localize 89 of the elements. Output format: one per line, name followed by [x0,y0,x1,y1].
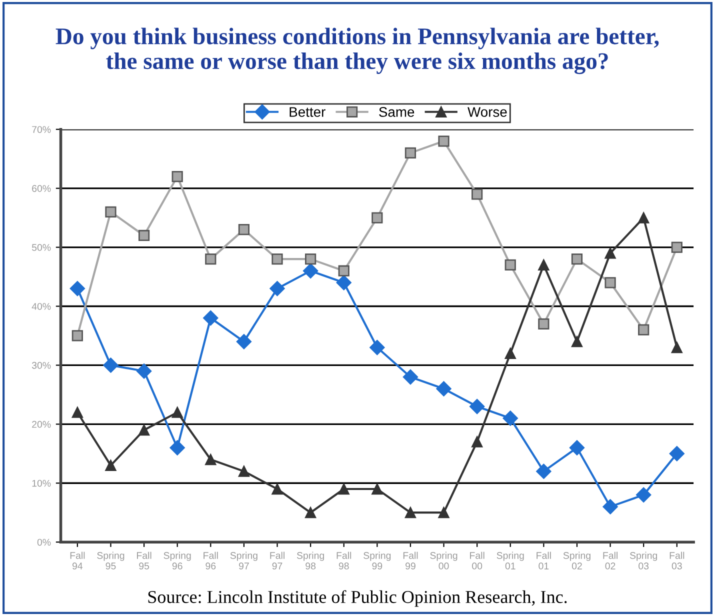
point [170,440,185,456]
y-tick-label: 40% [32,302,51,310]
point [472,188,483,200]
point [671,242,682,253]
x-tick-label: Spring 95 [97,552,124,570]
point [205,454,216,466]
point [536,464,552,479]
point [305,507,316,518]
point [172,170,183,182]
x-tick-label: Spring 98 [296,552,324,570]
y-tick-label: 20% [32,420,51,428]
x-tick-label: Spring 01 [496,552,524,570]
x-tick-label: Fall 95 [137,552,152,570]
point [571,254,583,265]
x-tick-label: Spring 00 [430,552,458,570]
x-tick-label: Fall 94 [70,552,85,570]
point [372,483,383,495]
point [404,507,416,518]
point [270,280,285,296]
x-tick-label: Fall 99 [403,552,418,570]
point [538,318,550,330]
y-tick-label: 70% [32,126,51,133]
point [604,248,616,259]
point [569,440,585,456]
point [105,460,116,471]
point [636,487,652,502]
point [138,230,150,242]
x-tick-label: Fall 97 [270,552,284,570]
point [502,410,518,426]
y-tick-label: 0% [37,538,51,546]
point [205,254,216,265]
point [602,499,618,514]
point [238,466,250,477]
point [538,259,550,271]
point [138,424,150,436]
point [338,483,350,495]
y-tick-label: 30% [32,362,51,369]
point [571,336,583,348]
point [238,224,250,236]
point [404,147,416,158]
x-tick-label: Fall 00 [470,552,484,570]
x-tick-label: Spring 03 [630,552,658,570]
point [370,340,385,356]
legend-label: Same [379,107,414,117]
x-tick-label: Fall 96 [204,552,218,570]
x-tick-label: Fall 03 [670,552,684,570]
point [272,483,283,495]
point [72,330,83,342]
point [305,254,316,265]
point [402,369,418,385]
point [504,348,516,359]
point [504,259,516,271]
x-tick-label: Spring 97 [230,552,258,570]
x-tick-label: Fall 02 [603,552,618,570]
y-tick-label: 60% [32,185,51,192]
x-tick-label: Spring 02 [563,552,590,570]
point [136,364,152,379]
point [336,275,352,290]
point [105,206,116,218]
point [438,507,450,518]
point [438,136,450,147]
point [70,280,85,296]
point [302,263,318,278]
point [372,212,383,224]
point [236,334,252,350]
chart-title: Do you think business conditions in Pennsylvania are better, the same or worse than they were six months ago? [56,28,659,74]
y-tick-label: 50% [32,244,51,251]
point [203,310,218,326]
point [472,436,483,448]
point [172,406,183,418]
point [272,254,283,265]
point [436,381,452,396]
x-tick-label: Fall 01 [536,552,551,570]
point [72,406,83,418]
source-note: Source: Lincoln Institute of Public Opinion Research, Inc. [148,590,567,607]
point [638,324,650,336]
point [338,265,350,276]
legend-label: Better [290,107,326,117]
x-tick-label: Spring 96 [164,552,191,570]
point [604,277,616,288]
point [638,212,650,224]
point [470,398,485,414]
y-tick-label: 10% [32,480,51,487]
x-tick-label: Fall 98 [336,552,352,570]
point [669,446,684,462]
point [103,358,118,373]
x-tick-label: Spring 99 [364,552,391,570]
point [671,342,682,354]
legend-label: Worse [468,107,507,117]
